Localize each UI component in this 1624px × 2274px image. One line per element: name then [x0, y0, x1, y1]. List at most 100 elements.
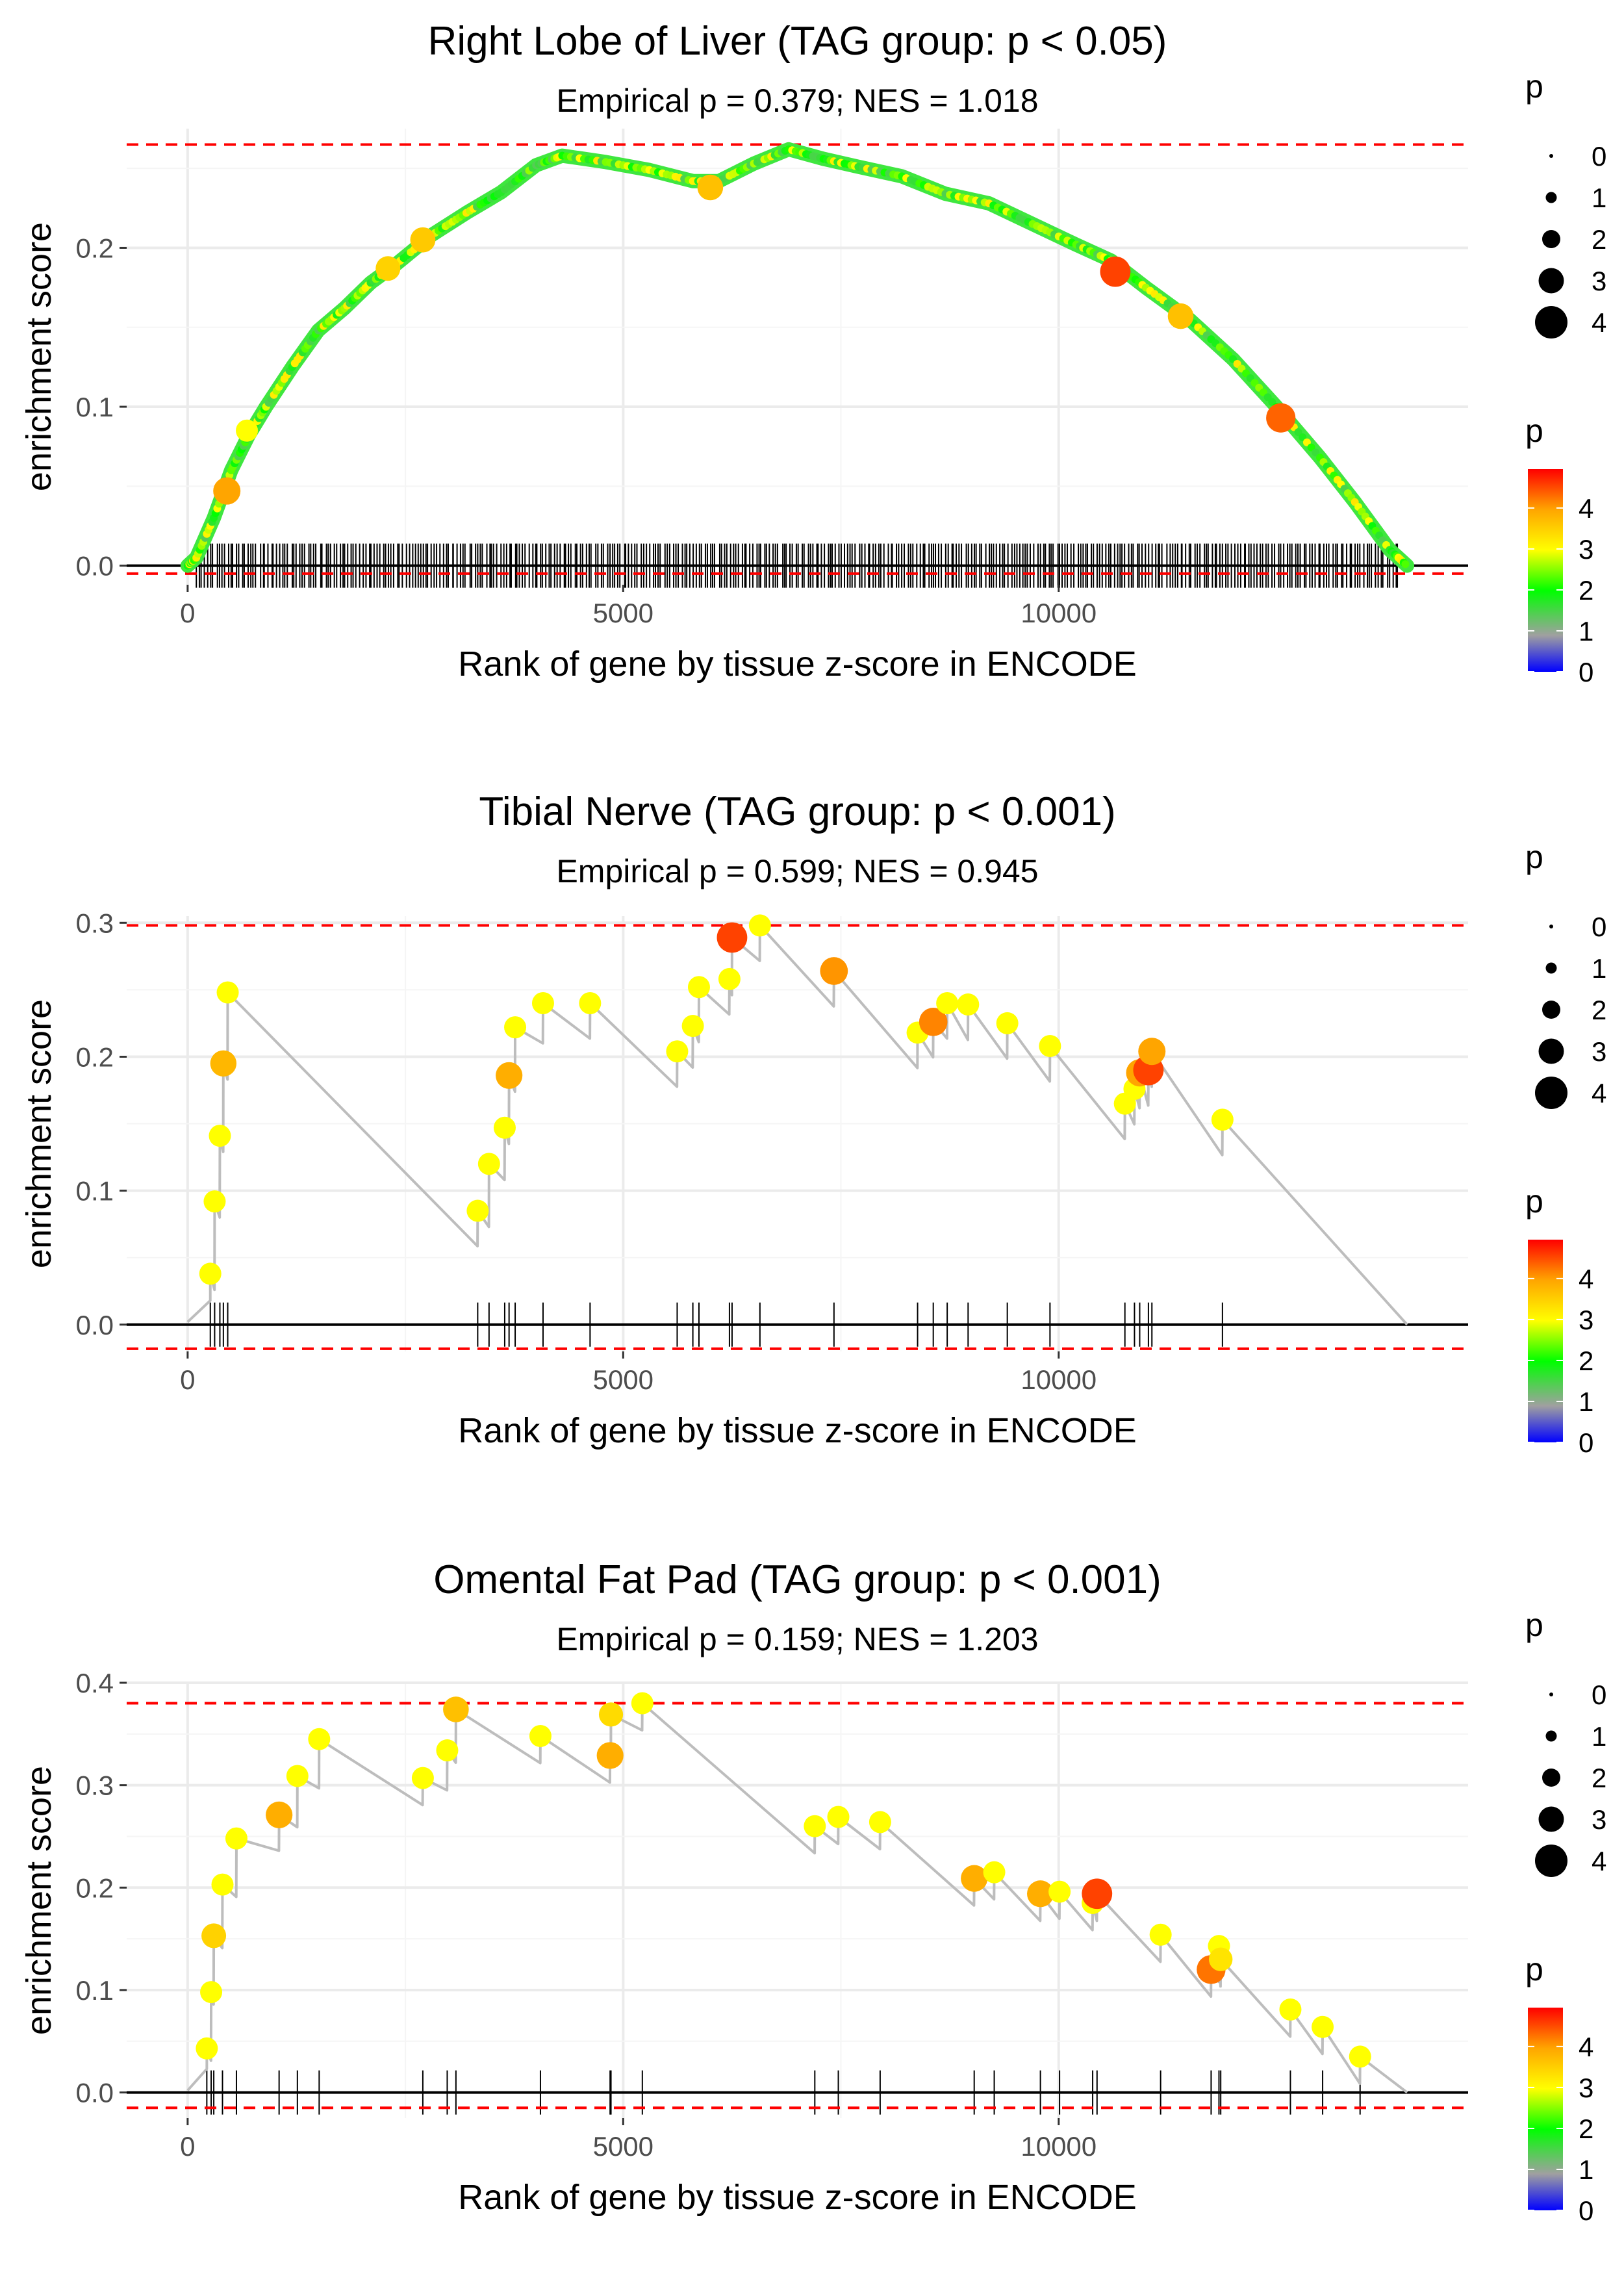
es-point [201, 1923, 227, 1948]
y-tick-label: 0.1 [76, 1975, 114, 2006]
es-point [1048, 1880, 1071, 1903]
y-axis-label: enrichment score [19, 1766, 58, 2035]
color-legend-bar [1528, 2008, 1563, 2210]
size-legend-label: 3 [1592, 1036, 1606, 1067]
color-legend-label: 4 [1579, 493, 1593, 524]
x-tick-label: 10000 [1021, 2131, 1097, 2162]
legend: p 0 1 2 3 4 p 4 3 2 1 0 [1525, 1607, 1606, 2226]
es-point [496, 1062, 523, 1089]
es-point [1307, 443, 1315, 452]
es-point [1312, 448, 1320, 457]
es-point [477, 1153, 500, 1175]
panel-2: Tibial Nerve (TAG group: p < 0.001) Empir… [19, 789, 1606, 1458]
x-axis: 0 5000 10000 Rank of gene by tissue z-score… [180, 2118, 1137, 2217]
size-legend-key [1538, 1038, 1564, 1064]
y-tick-label: 0.2 [76, 1872, 114, 1903]
y-axis: 0.0 0.1 0.2 0.3 0.4 enrichment score [19, 1668, 127, 2108]
size-legend-label: 4 [1592, 1846, 1606, 1876]
color-legend-label: 4 [1579, 2032, 1593, 2062]
es-point [936, 992, 959, 1014]
es-point [718, 967, 741, 990]
color-legend-label: 1 [1579, 2154, 1593, 2185]
es-point [748, 914, 771, 937]
es-point [996, 1012, 1019, 1034]
es-point [1039, 1034, 1061, 1057]
gene-rank-ticks [196, 543, 1399, 588]
size-legend-key [1542, 1769, 1560, 1787]
es-point [1208, 1947, 1233, 1971]
size-legend-key [1549, 1693, 1553, 1696]
es-highlight-point [697, 174, 724, 201]
es-point [1027, 1880, 1054, 1908]
es-point [961, 1865, 988, 1892]
es-point [1312, 2015, 1334, 2038]
es-point [1349, 2045, 1371, 2068]
x-tick-label: 10000 [1021, 1364, 1097, 1395]
y-axis: 0.0 0.1 0.2 0.3 enrichment score [19, 908, 127, 1340]
y-tick-label: 0.0 [76, 551, 114, 581]
es-point [199, 1262, 222, 1285]
gridlines [127, 916, 1468, 1351]
color-legend-label: 0 [1579, 1427, 1593, 1458]
es-point [687, 976, 710, 999]
color-legend-label: 0 [1579, 657, 1593, 687]
color-legend-label: 4 [1579, 1264, 1593, 1294]
es-point [919, 1008, 948, 1036]
color-legend-label: 1 [1579, 616, 1593, 646]
size-legend-label: 0 [1592, 141, 1606, 172]
es-points [196, 1692, 1371, 2068]
x-axis-label: Rank of gene by tissue z-score in ENCODE [458, 1411, 1136, 1450]
es-point [531, 992, 554, 1014]
es-point [210, 1050, 237, 1077]
y-tick-label: 0.4 [76, 1668, 114, 1698]
es-point [827, 1806, 850, 1828]
y-tick-label: 0.2 [76, 1041, 114, 1072]
es-point [216, 981, 239, 1004]
y-axis-label: enrichment score [19, 222, 58, 491]
x-axis-label: Rank of gene by tissue z-score in ENCODE [458, 645, 1136, 683]
es-point [1149, 1923, 1172, 1946]
es-points [199, 914, 1234, 1285]
es-point [266, 1801, 293, 1828]
y-tick-label: 0.0 [76, 1310, 114, 1340]
size-legend-key [1545, 962, 1557, 974]
color-legend-title: p [1525, 413, 1543, 449]
color-legend-bar [1528, 1240, 1563, 1442]
size-legend-label: 0 [1592, 912, 1606, 942]
es-point [1138, 1038, 1166, 1066]
es-point [820, 957, 848, 985]
es-point [443, 1696, 469, 1722]
es-point [1211, 1108, 1234, 1131]
size-legend-label: 4 [1592, 307, 1606, 338]
size-legend-key [1538, 1806, 1564, 1832]
size-legend-key [1542, 230, 1560, 248]
es-point [200, 1981, 223, 2004]
es-point [631, 1692, 653, 1715]
es-curve-halo [180, 142, 1415, 573]
x-axis-label: Rank of gene by tissue z-score in ENCODE [458, 2178, 1136, 2217]
chart-subtitle: Empirical p = 0.379; NES = 1.018 [556, 83, 1038, 119]
es-point [1299, 433, 1307, 442]
es-point [529, 1724, 552, 1747]
y-tick-label: 0.1 [76, 1176, 114, 1207]
es-point [598, 1702, 624, 1727]
size-legend-key [1549, 925, 1553, 928]
size-legend-label: 2 [1592, 224, 1606, 255]
size-legend-label: 1 [1592, 183, 1606, 213]
x-tick-label: 5000 [593, 1364, 653, 1395]
y-tick-label: 0.3 [76, 1770, 114, 1801]
size-legend-title: p [1525, 839, 1543, 875]
size-legend-key [1535, 1077, 1567, 1109]
es-segments [186, 924, 1408, 1326]
x-tick-label: 0 [180, 598, 195, 628]
color-legend-title: p [1525, 1183, 1543, 1220]
gridlines [127, 1681, 1468, 2118]
es-point [681, 1015, 704, 1038]
color-legend-bar [1528, 469, 1563, 672]
size-legend-key [1538, 268, 1564, 294]
es-point [1302, 438, 1311, 446]
chart-title: Right Lobe of Liver (TAG group: p < 0.05… [428, 19, 1167, 64]
es-point [211, 1873, 234, 1896]
size-legend-label: 2 [1592, 995, 1606, 1025]
